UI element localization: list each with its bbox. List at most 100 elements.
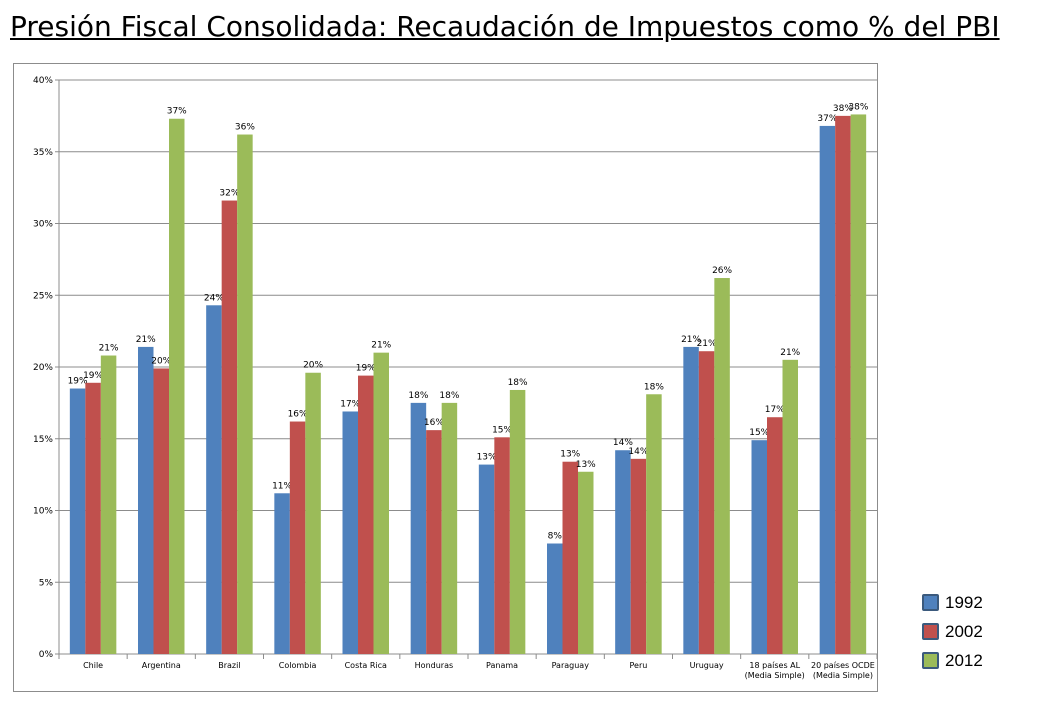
data-label: 8% xyxy=(548,532,563,542)
data-label: 15% xyxy=(749,428,769,438)
bar-2002 xyxy=(221,200,238,655)
bar-2012 xyxy=(169,118,185,654)
category-label: Honduras xyxy=(415,661,454,670)
category-label: 20 países OCDE xyxy=(811,661,875,670)
category-label: Peru xyxy=(630,661,648,670)
data-label: 18% xyxy=(439,391,459,401)
category-label: Costa Rica xyxy=(345,661,387,670)
bar-2012 xyxy=(100,355,117,654)
data-label: 19% xyxy=(68,377,88,387)
bar-1992 xyxy=(683,346,699,654)
bar-1992 xyxy=(547,543,563,654)
data-label: 17% xyxy=(340,399,360,409)
bar-2002 xyxy=(289,421,306,654)
legend-swatch-2002 xyxy=(922,623,939,640)
bar-2002 xyxy=(562,461,578,654)
data-label: 21% xyxy=(136,335,156,345)
bar-chart: 0%5%10%15%20%25%30%35%40%19%19%21%Chile2… xyxy=(33,76,877,680)
data-label: 37% xyxy=(817,114,837,124)
bar-2012 xyxy=(509,389,526,654)
data-label: 14% xyxy=(628,447,648,457)
bar-1992 xyxy=(751,440,767,654)
category-label: Colombia xyxy=(279,661,317,670)
data-label: 38% xyxy=(833,104,853,114)
legend-item-2012: 2012 xyxy=(922,646,983,675)
legend-label-1992: 1992 xyxy=(945,592,983,612)
bar-1992 xyxy=(615,450,631,654)
chart-area: 0% 5% 10% 15% 20% 25% 30% 35% 40% 19% 19% 21% Chile 2… xyxy=(13,63,878,692)
bar-2012 xyxy=(578,471,594,654)
data-label: 19% xyxy=(356,364,376,374)
bar-2012 xyxy=(237,134,253,654)
bar-1992 xyxy=(342,411,358,654)
data-label: 16% xyxy=(424,418,444,428)
y-tick-label: 40% xyxy=(33,76,53,86)
bar-2002 xyxy=(153,368,169,654)
y-tick-label: 35% xyxy=(33,148,53,158)
bar-1992 xyxy=(274,493,290,654)
y-tick-label: 0% xyxy=(39,650,54,660)
data-label: 24% xyxy=(204,293,224,303)
data-label: 21% xyxy=(681,335,701,345)
bar-2002 xyxy=(494,437,510,654)
y-tick-label: 30% xyxy=(33,220,53,230)
y-tick-label: 20% xyxy=(33,363,53,373)
bar-1992 xyxy=(410,402,427,654)
bar-1992 xyxy=(478,464,495,654)
data-label: 37% xyxy=(167,107,187,117)
data-label: 26% xyxy=(712,266,732,276)
category-label: (Media Simple) xyxy=(745,671,805,680)
bar-2012 xyxy=(441,402,458,654)
bar-2012 xyxy=(850,114,867,654)
data-label: 38% xyxy=(848,102,868,112)
category-label: Panama xyxy=(486,661,518,670)
bar-2012 xyxy=(714,278,730,654)
data-label: 11% xyxy=(272,481,292,491)
category-label: Chile xyxy=(83,661,103,670)
data-label: 36% xyxy=(235,123,255,133)
bar-2012 xyxy=(373,352,389,654)
data-label: 20% xyxy=(151,356,171,366)
bar-2002 xyxy=(630,458,647,654)
legend-label-2002: 2002 xyxy=(945,621,983,641)
data-label: 17% xyxy=(765,405,785,415)
legend-item-2002: 2002 xyxy=(922,617,983,646)
data-label: 15% xyxy=(492,425,512,435)
bar-2012 xyxy=(782,359,798,654)
legend-swatch-2012 xyxy=(922,652,939,669)
bar-2012 xyxy=(305,372,321,654)
data-label: 21% xyxy=(780,348,800,358)
legend-item-1992: 1992 xyxy=(922,588,983,617)
bar-2012 xyxy=(646,394,662,654)
data-label: 19% xyxy=(83,371,103,381)
legend-swatch-1992 xyxy=(922,594,939,611)
y-tick-label: 10% xyxy=(33,507,53,517)
bar-2002 xyxy=(85,382,101,654)
bar-2002 xyxy=(767,417,783,654)
bar-1992 xyxy=(819,125,836,655)
legend-label-2012: 2012 xyxy=(945,650,983,670)
y-tick-label: 15% xyxy=(33,435,53,445)
data-label: 21% xyxy=(697,339,717,349)
category-label: Paraguay xyxy=(552,661,590,670)
data-label: 13% xyxy=(560,450,580,460)
category-label: 18 países AL xyxy=(749,661,800,670)
chart-title: Presión Fiscal Consolidada: Recaudación … xyxy=(10,10,1000,43)
bar-1992 xyxy=(138,346,154,654)
data-label: 18% xyxy=(508,378,528,388)
data-label: 13% xyxy=(477,453,497,463)
bar-1992 xyxy=(206,305,222,654)
category-label: Uruguay xyxy=(690,661,724,670)
data-label: 16% xyxy=(288,410,308,420)
legend: 1992 2002 2012 xyxy=(922,588,983,675)
data-label: 13% xyxy=(576,460,596,470)
category-label: Argentina xyxy=(142,661,181,670)
category-label: Brazil xyxy=(218,661,240,670)
data-label: 18% xyxy=(644,382,664,392)
data-label: 14% xyxy=(613,438,633,448)
bar-2002 xyxy=(835,115,851,654)
bar-2002 xyxy=(426,430,442,654)
category-label: (Media Simple) xyxy=(813,671,873,680)
data-label: 20% xyxy=(303,361,323,371)
bar-1992 xyxy=(69,388,86,654)
